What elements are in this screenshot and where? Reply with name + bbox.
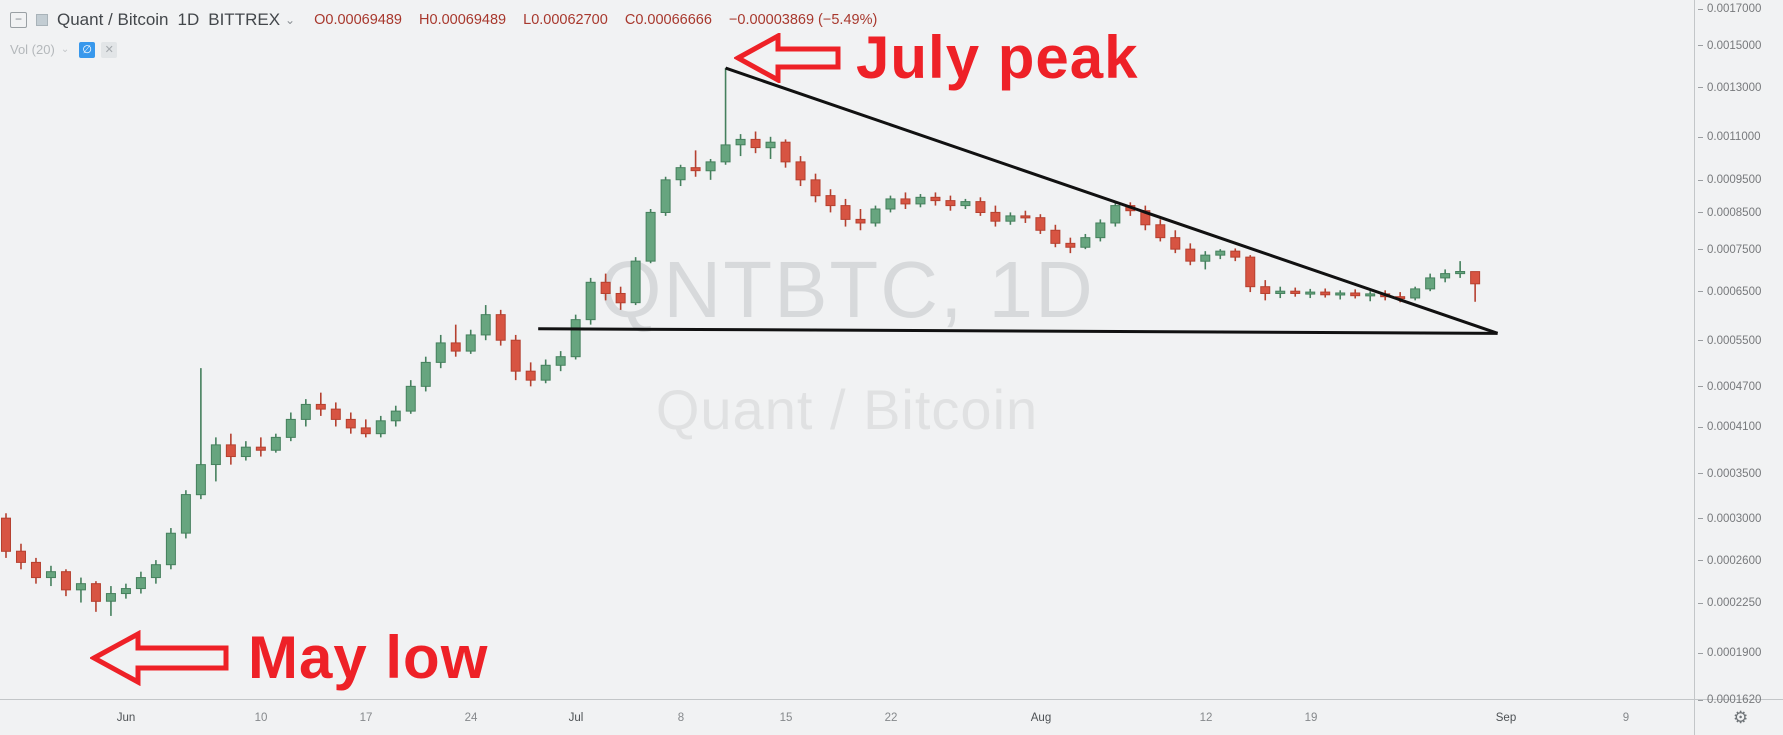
price-tick-label: 0.0001900 <box>1698 647 1761 659</box>
volume-indicator-label[interactable]: Vol (20) <box>10 42 55 57</box>
chevron-down-icon[interactable]: ⌄ <box>285 13 296 27</box>
open-value: O0.00069489 <box>314 12 402 28</box>
price-tick-label: 0.0008500 <box>1698 207 1761 219</box>
series-style-icon[interactable] <box>36 14 48 26</box>
left-arrow-icon <box>734 33 841 83</box>
indicator-legend-row: Vol (20) ⌄ ∅ ✕ <box>10 41 890 58</box>
axis-corner: ⚙ <box>1695 700 1783 735</box>
chevron-down-icon[interactable]: ⌄ <box>60 44 70 55</box>
time-tick-label: 17 <box>359 711 373 724</box>
time-tick-label: 19 <box>1304 711 1318 724</box>
time-tick-label: 9 <box>1622 711 1630 724</box>
price-tick-label: 0.0005500 <box>1698 335 1761 347</box>
time-tick-label: 15 <box>779 711 793 724</box>
price-tick-label: 0.0006500 <box>1698 286 1761 298</box>
time-tick-label: Jun <box>116 711 136 724</box>
price-tick-label: 0.0009500 <box>1698 174 1761 186</box>
time-tick-label: Aug <box>1030 711 1052 724</box>
price-tick-label: 0.0002250 <box>1698 597 1761 609</box>
price-tick-label: 0.0002600 <box>1698 555 1761 567</box>
time-tick-label: 10 <box>254 711 268 724</box>
price-tick-label: 0.0013000 <box>1698 82 1761 94</box>
hide-indicator-icon[interactable]: ∅ <box>79 41 96 58</box>
interval-label[interactable]: 1D <box>177 10 200 29</box>
candlestick-chart[interactable] <box>0 0 1694 699</box>
price-tick-label: 0.0003000 <box>1698 513 1761 525</box>
price-tick-label: 0.0003500 <box>1698 468 1761 480</box>
annotation-may-low[interactable]: May low <box>90 628 488 688</box>
price-tick-label: 0.0007500 <box>1698 244 1761 256</box>
chart-plot-area[interactable]: QNTBTC, 1D Quant / Bitcoin − Quant / Bit… <box>0 0 1695 700</box>
symbol-title[interactable]: Quant / Bitcoin <box>57 10 169 29</box>
settings-gear-icon[interactable]: ⚙ <box>1733 707 1749 727</box>
price-tick-label: 0.0004100 <box>1698 421 1761 433</box>
change-value: −0.00003869 (−5.49%) <box>728 12 878 28</box>
time-axis[interactable]: Jun 10 17 24 Jul 8 15 22 Aug 12 19 Sep 9 <box>0 700 1695 735</box>
time-tick-label: Sep <box>1495 711 1517 724</box>
annotation-text: May low <box>248 624 489 691</box>
close-value: C0.00066666 <box>624 12 712 28</box>
remove-indicator-icon[interactable]: ✕ <box>101 41 118 58</box>
price-tick-label: 0.0015000 <box>1698 40 1761 52</box>
collapse-panel-icon[interactable]: − <box>10 12 27 28</box>
exchange-label[interactable]: BITTREX <box>208 10 281 29</box>
time-tick-label: 22 <box>884 711 898 724</box>
price-tick-label: 0.0017000 <box>1698 3 1761 15</box>
chart-legend: − Quant / Bitcoin 1D BITTREX ⌄ O0.000694… <box>10 8 890 58</box>
price-tick-label: 0.0011000 <box>1698 131 1761 143</box>
price-tick-label: 0.0004700 <box>1698 381 1761 393</box>
annotation-text: July peak <box>856 24 1139 91</box>
annotation-july-peak[interactable]: July peak <box>734 28 1139 88</box>
time-tick-label: 24 <box>464 711 478 724</box>
symbol-legend-row: − Quant / Bitcoin 1D BITTREX ⌄ O0.000694… <box>10 8 890 32</box>
ohlc-values: O0.00069489 H0.00069489 L0.00062700 C0.0… <box>314 12 890 28</box>
low-value: L0.00062700 <box>523 12 608 28</box>
high-value: H0.00069489 <box>419 12 507 28</box>
left-arrow-icon <box>90 630 229 686</box>
price-axis[interactable]: 0.0017000 0.0015000 0.0013000 0.0011000 0.00… <box>1695 0 1783 706</box>
time-tick-label: 8 <box>677 711 685 724</box>
time-tick-label: 12 <box>1199 711 1213 724</box>
price-tick-label: 0.0001620 <box>1698 694 1761 706</box>
time-tick-label: Jul <box>568 711 584 724</box>
